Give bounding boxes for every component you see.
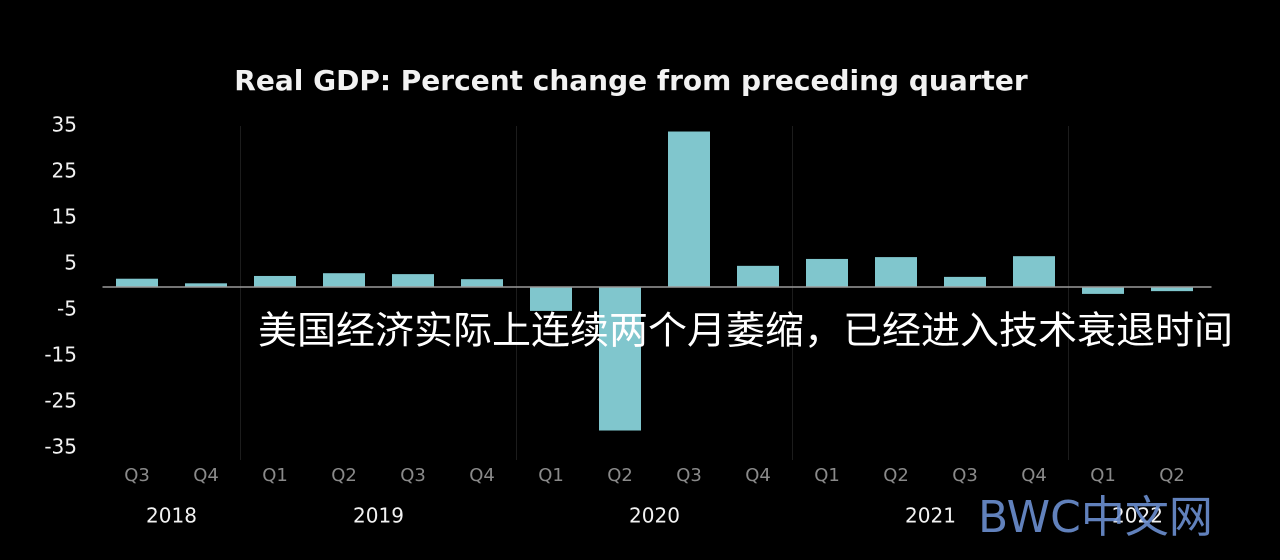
x-tick-label: Q4 — [469, 465, 495, 486]
bar — [254, 275, 296, 287]
watermark: BWC中文网 — [978, 492, 1213, 543]
bar — [806, 258, 848, 287]
y-tick-label: 15 — [52, 205, 77, 229]
year-label: 2021 — [905, 504, 956, 528]
year-label: 2020 — [629, 504, 680, 528]
y-tick-label: -5 — [57, 297, 77, 321]
bar — [599, 287, 641, 431]
x-tick-label: Q4 — [745, 465, 771, 486]
y-tick-label: -35 — [44, 435, 77, 459]
y-tick-label: -15 — [44, 343, 77, 367]
x-tick-label: Q1 — [262, 465, 288, 486]
year-label: 2018 — [146, 504, 197, 528]
x-tick-label: Q2 — [1159, 465, 1185, 486]
bar — [1151, 287, 1193, 292]
year-label: 2019 — [353, 504, 404, 528]
bar — [737, 265, 779, 287]
x-tick-label: Q3 — [952, 465, 978, 486]
bar — [530, 287, 572, 311]
bar — [116, 278, 158, 287]
bar — [944, 276, 986, 287]
y-tick-label: 35 — [52, 113, 77, 137]
x-tick-label: Q1 — [538, 465, 564, 486]
x-tick-label: Q3 — [124, 465, 150, 486]
y-tick-label: 25 — [52, 159, 77, 183]
bar — [1013, 256, 1055, 287]
x-tick-label: Q2 — [607, 465, 633, 486]
x-tick-label: Q1 — [1090, 465, 1116, 486]
x-tick-label: Q1 — [814, 465, 840, 486]
bar — [668, 131, 710, 287]
x-tick-label: Q4 — [1021, 465, 1047, 486]
chart-title: Real GDP: Percent change from preceding … — [234, 64, 1028, 97]
y-tick-label: 5 — [64, 251, 77, 275]
x-tick-label: Q4 — [193, 465, 219, 486]
x-tick-label: Q3 — [676, 465, 702, 486]
bar — [323, 273, 365, 287]
x-tick-label: Q2 — [331, 465, 357, 486]
bar — [185, 283, 227, 287]
bar — [461, 279, 503, 287]
x-tick-label: Q3 — [400, 465, 426, 486]
x-tick-label: Q2 — [883, 465, 909, 486]
bar — [392, 274, 434, 287]
year-label: 2022 — [1112, 504, 1163, 528]
subtitle-annotation: 美国经济实际上连续两个月萎缩，已经进入技术衰退时间 — [258, 309, 1233, 353]
bar — [1082, 287, 1124, 294]
bar — [875, 257, 917, 287]
y-tick-label: -25 — [44, 389, 77, 413]
